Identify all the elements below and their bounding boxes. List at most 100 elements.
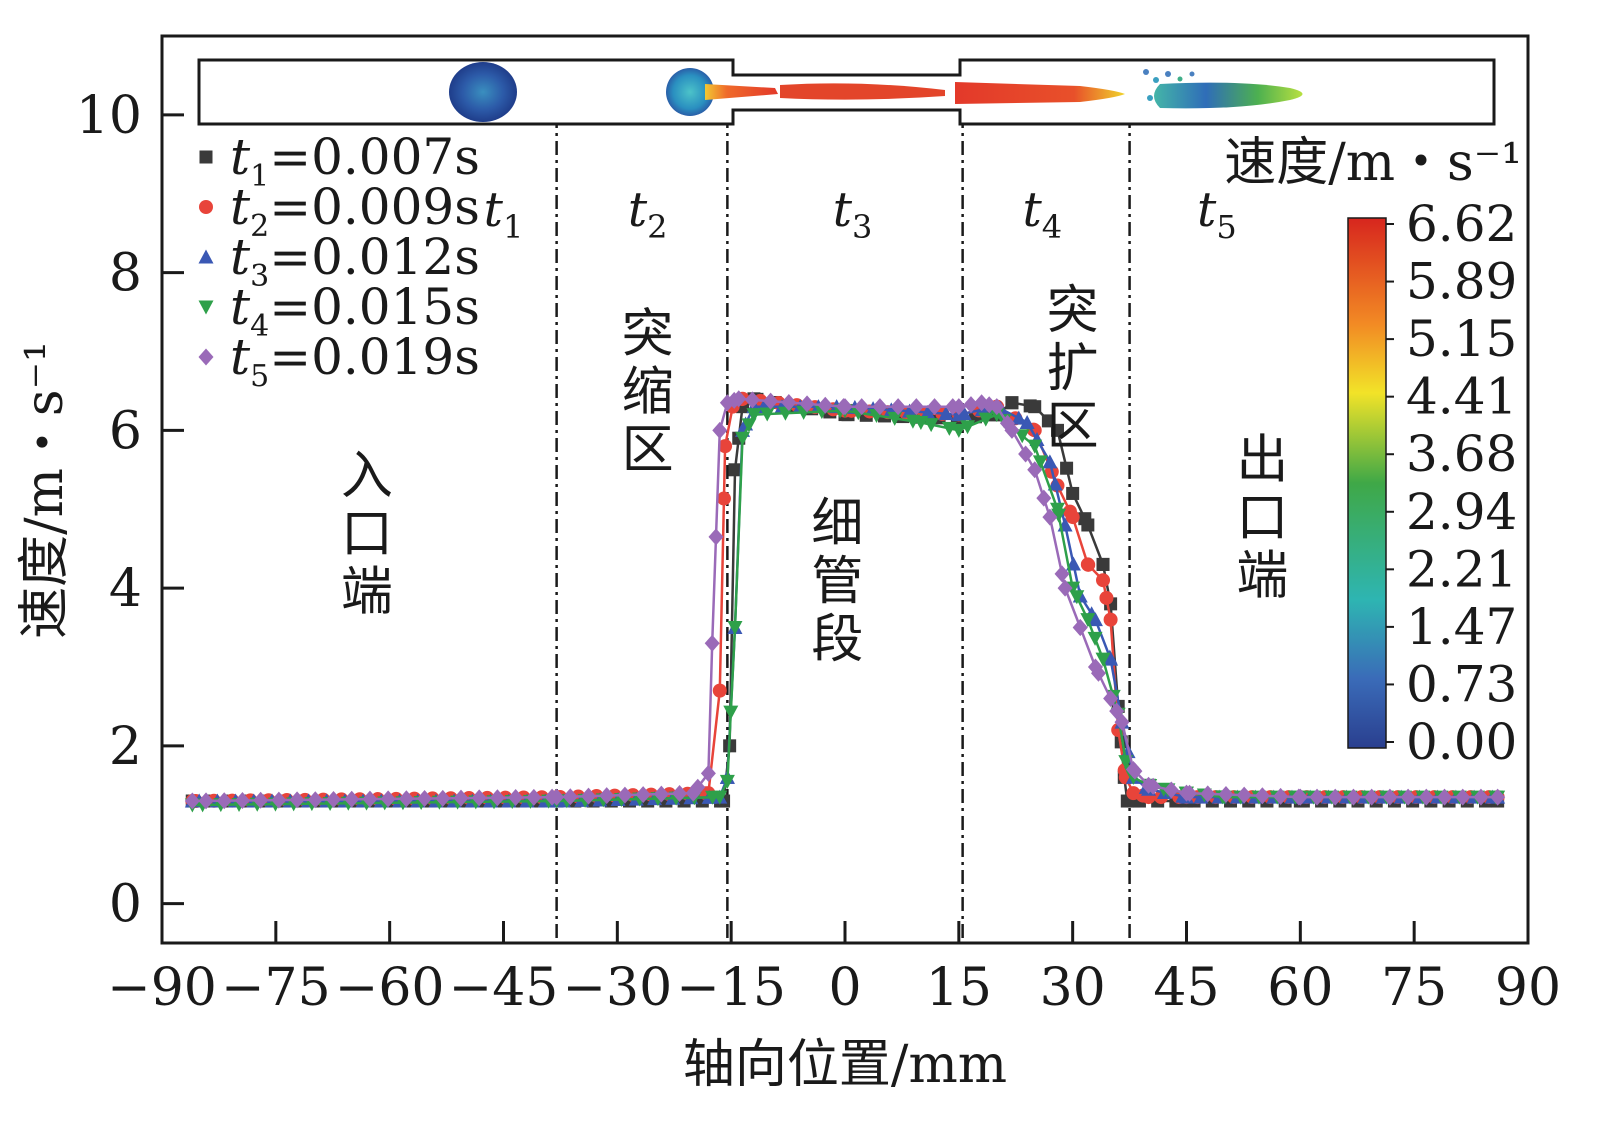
series-marker	[1364, 788, 1380, 806]
series-marker	[380, 790, 396, 808]
series-marker	[1273, 787, 1289, 805]
series-point	[712, 790, 728, 805]
y-tick-label: 10	[76, 86, 142, 146]
series-marker	[817, 396, 833, 414]
series-point	[1114, 713, 1130, 731]
series-point	[1042, 454, 1058, 469]
series-point	[1096, 557, 1110, 571]
colorbar: 6.625.895.154.413.682.942.211.470.730.00…	[1224, 133, 1522, 771]
colorbar-label: 5.89	[1406, 253, 1517, 311]
series-point	[1141, 776, 1157, 794]
series-marker	[617, 786, 633, 804]
series-point	[735, 431, 751, 446]
series-marker	[1054, 565, 1070, 583]
zone-label: 出口端	[1236, 431, 1288, 607]
bubble-t5	[1154, 82, 1303, 109]
series-marker	[471, 789, 487, 807]
series-marker	[1309, 788, 1325, 806]
colorbar-label: 5.15	[1406, 310, 1517, 368]
colorbar-title: 速度/m・s⁻¹	[1224, 133, 1522, 193]
series-marker	[960, 420, 976, 435]
series-marker	[716, 491, 731, 506]
y-tick-label: 6	[109, 401, 142, 461]
series-point	[719, 394, 735, 412]
y-tick-label: 8	[109, 244, 142, 304]
series-marker	[1236, 786, 1252, 804]
series-marker	[1327, 788, 1343, 806]
series-point	[1087, 612, 1103, 627]
legend-label: t3=0.012s	[230, 228, 480, 294]
colorbar-label: 2.94	[1406, 483, 1517, 541]
series-point	[731, 390, 747, 408]
series-marker	[1455, 788, 1471, 806]
time-label: t2	[628, 182, 668, 246]
series-point	[1005, 396, 1019, 410]
series-point	[1096, 573, 1111, 588]
x-axis-ticks: −90 −75 −60 −45 −30 −15 0 15 30 45 60 75 90	[107, 921, 1561, 1018]
bubble-t3	[780, 83, 945, 100]
series-point	[1065, 510, 1080, 525]
series-marker	[289, 791, 305, 809]
series-marker	[927, 398, 943, 416]
series-point	[951, 398, 967, 416]
x-tick-label: −60	[335, 958, 445, 1018]
series-marker	[1345, 788, 1361, 806]
series-point	[1292, 788, 1308, 806]
series-marker	[489, 789, 505, 807]
series-point	[1042, 508, 1058, 526]
series-marker	[1060, 461, 1074, 475]
series-marker	[744, 391, 760, 409]
series-marker	[1254, 787, 1270, 805]
colorbar-bar	[1347, 217, 1387, 749]
series-marker	[1087, 631, 1103, 646]
series-marker	[978, 412, 994, 427]
series-marker	[1099, 590, 1114, 605]
series-marker	[920, 404, 936, 419]
series-point	[989, 398, 1005, 416]
pipe-schematic	[197, 58, 1496, 126]
series-marker	[635, 786, 651, 804]
legend-marker	[198, 300, 214, 315]
colorbar-label: 0.00	[1406, 713, 1517, 771]
series-point	[837, 398, 853, 416]
series-point	[1081, 518, 1095, 532]
series-point	[1027, 461, 1043, 479]
series-point	[1087, 658, 1103, 676]
time-label: t4	[1022, 182, 1062, 246]
series-marker	[1047, 476, 1063, 491]
series-marker	[781, 394, 797, 412]
bubble-t2-head	[666, 68, 714, 116]
y-tick-label: 0	[109, 875, 142, 935]
series-point	[1080, 557, 1095, 572]
series-point	[1027, 439, 1043, 454]
legend-label: t1=0.007s	[230, 128, 480, 194]
series-marker	[890, 398, 906, 416]
legend-item-2: t2=0.009s	[199, 178, 480, 244]
x-tick-label: 60	[1267, 958, 1333, 1018]
x-tick-label: 0	[828, 958, 861, 1018]
series-marker	[887, 411, 903, 426]
x-tick-label: −45	[449, 958, 559, 1018]
time-label: t1	[484, 182, 524, 246]
series-point	[951, 423, 967, 438]
series-marker	[653, 785, 669, 803]
series-marker	[234, 791, 250, 809]
series-point	[1490, 788, 1506, 806]
series-point	[719, 774, 735, 789]
series-marker	[938, 406, 954, 421]
series-marker	[1400, 788, 1416, 806]
series-marker	[580, 787, 596, 805]
y-tick-label: 2	[109, 717, 142, 777]
series-5	[184, 390, 1506, 810]
series-marker	[508, 789, 524, 807]
series-marker	[763, 392, 779, 410]
legend-marker	[199, 150, 213, 164]
series-point	[1066, 486, 1080, 500]
series-point	[1080, 613, 1096, 628]
legend-label: t5=0.019s	[230, 328, 480, 394]
series-marker	[362, 790, 378, 808]
series-point	[974, 394, 990, 412]
series-marker	[1018, 445, 1034, 463]
